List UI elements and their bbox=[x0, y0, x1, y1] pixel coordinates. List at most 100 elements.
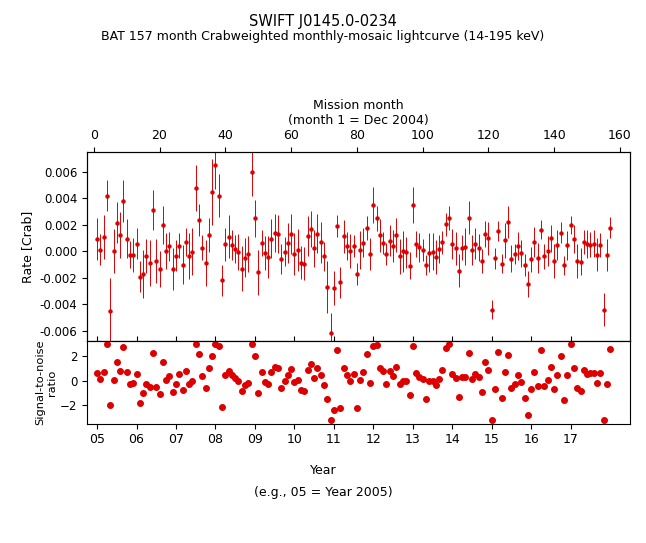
Point bbox=[398, 376, 408, 385]
Point bbox=[424, 377, 434, 386]
Point bbox=[194, 350, 204, 358]
Point bbox=[434, 374, 444, 383]
Point bbox=[355, 375, 366, 384]
Point bbox=[148, 348, 158, 357]
Point bbox=[523, 411, 533, 419]
Point bbox=[592, 379, 602, 388]
Point bbox=[342, 371, 352, 380]
Point bbox=[214, 341, 224, 350]
Point bbox=[450, 374, 461, 382]
Point bbox=[453, 393, 464, 401]
Point bbox=[269, 363, 280, 372]
Point bbox=[191, 339, 201, 348]
Point bbox=[529, 368, 539, 376]
Point bbox=[279, 376, 289, 385]
Point bbox=[506, 384, 517, 393]
Point bbox=[414, 372, 424, 381]
Point bbox=[121, 368, 132, 376]
Point bbox=[224, 367, 234, 376]
Point bbox=[131, 369, 141, 378]
Point bbox=[326, 415, 336, 424]
Point bbox=[128, 379, 138, 388]
Point bbox=[516, 378, 526, 387]
Point bbox=[335, 403, 346, 412]
Point bbox=[109, 376, 119, 385]
Point bbox=[286, 364, 297, 373]
Point bbox=[154, 389, 165, 398]
Point bbox=[365, 378, 375, 387]
Point bbox=[276, 383, 286, 392]
Point bbox=[552, 370, 563, 379]
Point bbox=[293, 375, 303, 384]
Point bbox=[404, 391, 415, 400]
Point bbox=[477, 388, 487, 396]
Point bbox=[536, 345, 547, 354]
Point bbox=[411, 369, 421, 377]
Point bbox=[227, 370, 237, 379]
Point bbox=[260, 377, 270, 386]
Point bbox=[582, 369, 592, 378]
Point bbox=[105, 401, 116, 409]
Point bbox=[378, 366, 388, 375]
Point bbox=[526, 385, 536, 394]
Point bbox=[543, 376, 553, 384]
Point bbox=[532, 382, 543, 391]
Point bbox=[263, 380, 273, 388]
Point bbox=[519, 394, 530, 402]
Point bbox=[184, 379, 194, 388]
Text: (e.g., 05 = Year 2005): (e.g., 05 = Year 2005) bbox=[254, 486, 392, 499]
Point bbox=[496, 394, 506, 402]
Point bbox=[164, 371, 174, 380]
Point bbox=[437, 365, 448, 374]
Point bbox=[585, 369, 596, 378]
Point bbox=[306, 359, 316, 368]
Point bbox=[141, 380, 152, 389]
Point bbox=[220, 370, 231, 379]
Point bbox=[161, 376, 171, 384]
Text: BAT 157 month Crabweighted monthly-mosaic lightcurve (14-195 keV): BAT 157 month Crabweighted monthly-mosai… bbox=[101, 30, 545, 43]
Point bbox=[115, 367, 125, 376]
Point bbox=[247, 339, 257, 348]
Point bbox=[250, 352, 260, 361]
Point bbox=[371, 340, 382, 349]
Point bbox=[145, 383, 155, 392]
Point bbox=[601, 379, 612, 388]
Point bbox=[493, 348, 503, 357]
Point bbox=[197, 372, 207, 381]
Point bbox=[348, 370, 359, 378]
Point bbox=[167, 388, 178, 396]
Point bbox=[253, 389, 264, 397]
Point bbox=[296, 386, 306, 394]
Point bbox=[138, 389, 149, 397]
Point bbox=[401, 377, 412, 386]
Point bbox=[546, 363, 556, 371]
Point bbox=[312, 364, 322, 372]
Point bbox=[102, 339, 112, 348]
Point bbox=[428, 376, 438, 385]
Point bbox=[441, 344, 451, 352]
Point bbox=[576, 387, 586, 395]
Point bbox=[345, 376, 355, 385]
Point bbox=[572, 384, 583, 393]
Point bbox=[598, 415, 609, 424]
Point bbox=[556, 352, 566, 361]
Point bbox=[474, 372, 484, 381]
Point bbox=[217, 402, 227, 411]
Point bbox=[391, 363, 402, 371]
Point bbox=[98, 367, 109, 376]
Point bbox=[171, 380, 181, 389]
Point bbox=[273, 364, 283, 372]
Point bbox=[467, 375, 477, 383]
Point bbox=[243, 378, 253, 387]
Point bbox=[464, 349, 474, 357]
Point bbox=[240, 381, 250, 389]
Point bbox=[187, 376, 198, 385]
Point bbox=[595, 369, 605, 377]
Point bbox=[362, 349, 372, 358]
Point bbox=[302, 366, 313, 375]
Point bbox=[562, 370, 572, 379]
Point bbox=[329, 406, 339, 415]
X-axis label: Mission month
(month 1 = Dec 2004): Mission month (month 1 = Dec 2004) bbox=[288, 99, 429, 127]
Point bbox=[95, 375, 105, 383]
Point bbox=[589, 368, 599, 377]
